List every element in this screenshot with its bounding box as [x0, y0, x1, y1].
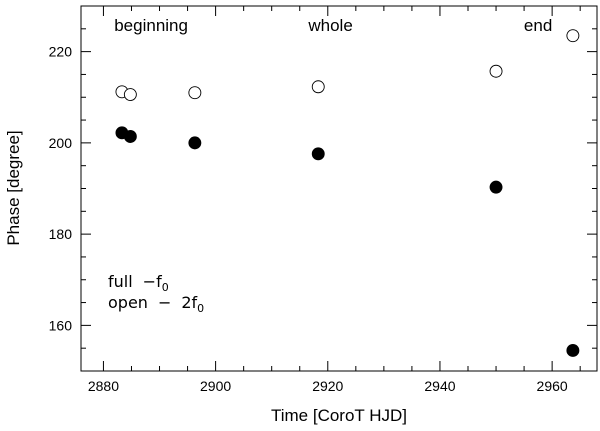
y-tick-label: 220	[49, 44, 73, 60]
x-tick-label: 2920	[312, 378, 343, 394]
legend-open-symbol: f	[192, 293, 198, 312]
legend-full-symbol: f	[156, 272, 162, 291]
segment-annotation: whole	[307, 16, 352, 35]
filled-data-point	[188, 136, 202, 150]
data-points	[115, 29, 580, 357]
x-axis-label: Time [CoroT HJD]	[271, 406, 407, 425]
x-tick-label: 2880	[88, 378, 119, 394]
legend-open-dash: −	[158, 293, 171, 312]
legend-open-coef: 2	[181, 293, 191, 312]
legend: full −f0 open −2f0	[108, 272, 204, 315]
open-data-point	[489, 64, 503, 78]
legend-full-label: full	[108, 272, 133, 291]
legend-entry-open: open −2f0	[108, 293, 204, 315]
axis-ticks	[81, 5, 597, 372]
segment-annotation: end	[524, 16, 552, 35]
y-axis-label: Phase [degree]	[4, 130, 23, 245]
x-tick-label: 2900	[200, 378, 231, 394]
x-tick-label: 2940	[424, 378, 455, 394]
open-data-point	[566, 29, 580, 43]
filled-data-point	[123, 130, 137, 143]
open-data-point	[311, 80, 325, 94]
legend-open-subscript: 0	[197, 302, 204, 315]
filled-data-point	[566, 344, 580, 357]
y-tick-label: 160	[49, 317, 73, 333]
legend-open-label: open	[108, 293, 148, 312]
segment-annotation: beginning	[114, 16, 188, 35]
filled-data-point	[311, 147, 325, 161]
open-data-point	[123, 88, 137, 101]
open-data-point	[188, 86, 202, 100]
legend-full-dash: −	[143, 272, 156, 291]
legend-full-subscript: 0	[162, 281, 169, 294]
annotations: beginning whole end	[114, 16, 552, 35]
filled-data-point	[489, 180, 503, 194]
x-tick-label: 2960	[537, 378, 568, 394]
y-tick-label: 200	[49, 135, 73, 151]
plot-frame	[80, 5, 598, 372]
legend-entry-full: full −f0	[108, 272, 169, 294]
y-tick-label: 180	[49, 226, 73, 242]
